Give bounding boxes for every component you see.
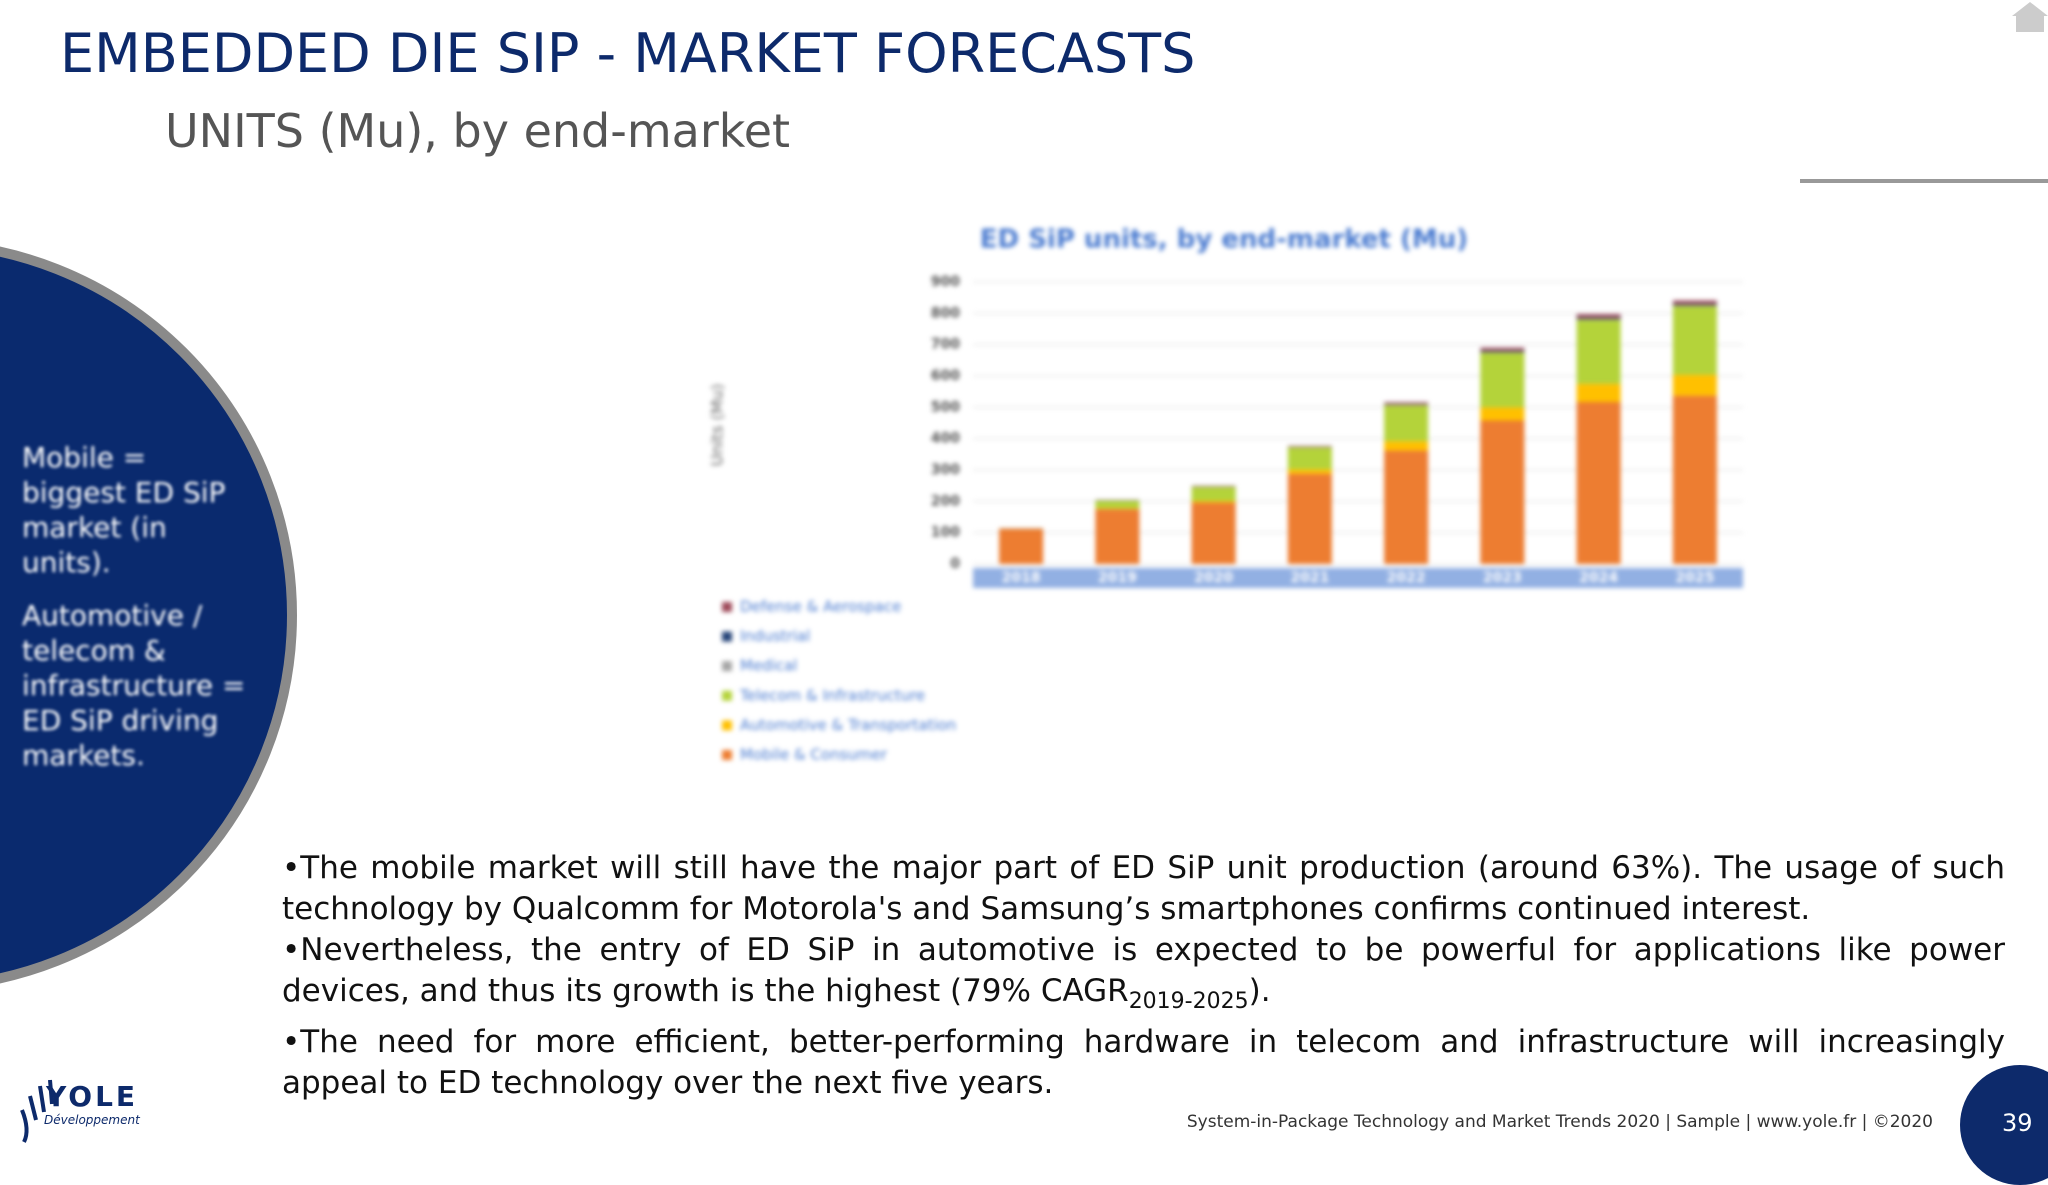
paragraph: •The need for more efficient, better-per… [282,1022,2005,1104]
bar-segment [1384,402,1428,404]
bar-segment [1192,487,1236,501]
paragraph: •Nevertheless, the entry of ED SiP in au… [282,930,2005,1022]
y-tick-label: 200 [931,493,960,509]
x-tick-label: 2021 [1290,570,1329,586]
y-tick-label: 100 [931,525,960,541]
bar-segment [1192,503,1236,564]
y-tick-label: 400 [931,431,960,447]
bar-segment [1577,318,1621,319]
bar-segment [999,529,1043,564]
bar-segment [1480,348,1524,351]
footer: System-in-Package Technology and Market … [1187,1112,1933,1132]
legend-swatch [722,661,732,671]
bar-segment [1673,306,1717,375]
bar-segment [1288,474,1332,564]
bar-segment [1577,320,1621,384]
bar-segment [1288,447,1332,469]
bar-segment [1384,405,1428,441]
x-tick-label: 2022 [1387,570,1426,586]
bar-segment [1673,375,1717,396]
paragraph: •The mobile market will still have the m… [282,848,2005,930]
bar-segment [1673,300,1717,304]
logo-tagline: Développement [44,1113,140,1127]
x-tick-label: 2024 [1579,570,1618,586]
bar-segment [1577,384,1621,402]
y-tick-label: 0 [950,556,960,572]
legend-label: Industrial [740,627,810,645]
bar-segment [1192,501,1236,503]
y-tick-label: 700 [931,337,960,353]
text: ). [1249,973,1271,1009]
legend-swatch [722,602,732,612]
chart-title: ED SiP units, by end-market (Mu) [980,225,1468,255]
bar-segment [1384,451,1428,564]
bar-segment [1288,446,1332,447]
bar-segment [1095,509,1139,564]
bar-segment [1384,441,1428,450]
bar-segment [1577,402,1621,564]
bar-segment [1577,314,1621,318]
legend-label: Defense & Aerospace [740,598,901,616]
bar-segment [1288,469,1332,473]
y-label: Units (Mu) [708,384,727,466]
y-tick-label: 500 [931,399,960,415]
bar-segment [1480,420,1524,564]
bar-segment [1192,486,1236,487]
y-tick-label: 300 [931,462,960,478]
x-tick-label: 2020 [1194,570,1233,586]
x-tick-label: 2018 [1002,570,1041,586]
legend-label: Automotive & Transportation [740,716,956,734]
legend-swatch [722,691,732,701]
legend-label: Medical [740,657,797,675]
x-tick-label: 2023 [1483,570,1522,586]
page-number: 39 [2002,1109,2033,1137]
bar-segment [1384,404,1428,405]
legend-swatch [722,750,732,760]
bar-segment [1480,351,1524,352]
legend-swatch [722,720,732,730]
bar-segment [1480,407,1524,420]
bar-segment [1673,304,1717,305]
body: •The mobile market will still have the m… [282,848,2005,1104]
bar-segment [1095,501,1139,509]
x-tick-label: 2025 [1675,570,1714,586]
y-tick-label: 900 [931,274,960,290]
y-tick-label: 800 [931,305,960,321]
bar-segment [1673,396,1717,564]
bar-segment [1095,509,1139,510]
bar-segment [1480,353,1524,408]
slide: EMBEDDED DIE SIP - MARKET FORECASTS UNIT… [0,0,2048,1152]
legend-swatch [722,632,732,642]
subscript: 2019-2025 [1129,989,1249,1014]
legend-label: Mobile & Consumer [740,746,888,764]
y-tick-label: 600 [931,368,960,384]
x-tick-label: 2019 [1098,570,1137,586]
legend-label: Telecom & Infrastructure [739,686,925,704]
axis-band [973,568,1743,588]
logo: YOLE Développement [18,1080,140,1127]
logo-name: YOLE [46,1080,140,1113]
